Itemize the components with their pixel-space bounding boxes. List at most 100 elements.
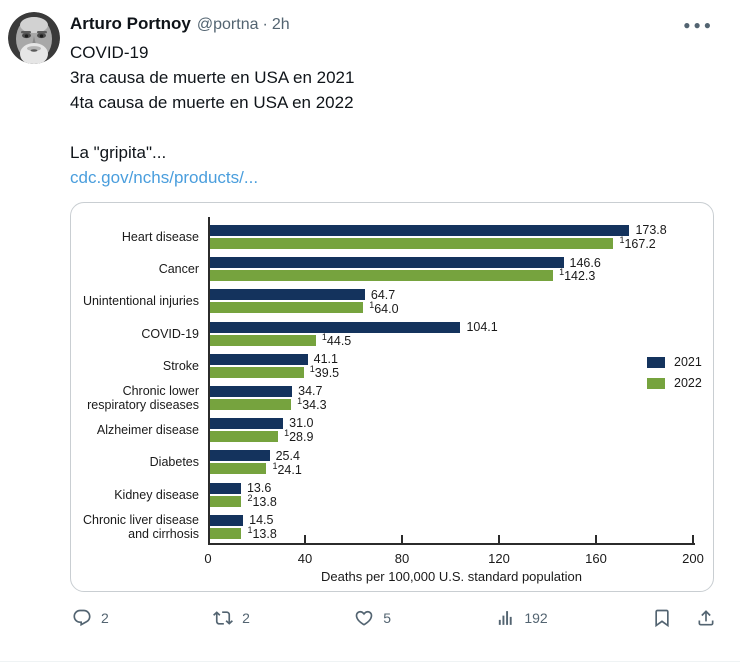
legend-swatch-2021 (647, 356, 665, 368)
chart-x-axis (208, 543, 695, 545)
bar-2021 (208, 514, 244, 526)
legend-swatch-2022 (647, 377, 665, 389)
bar-2021 (208, 386, 293, 398)
x-tick-label: 80 (394, 551, 410, 566)
bar-2022 (208, 463, 267, 475)
chart-category-row: Unintentional injuries 64.7 164.0 (71, 285, 713, 317)
meta-separator: · (262, 16, 268, 33)
value-label-2022: 128.9 (284, 428, 314, 445)
value-label-2022: 164.0 (369, 299, 399, 316)
post-link[interactable]: cdc.gov/nchs/products/... (70, 168, 259, 187)
value-label-2022: 113.8 (247, 524, 277, 542)
category-label: Alzheimer disease (96, 423, 199, 438)
bar-2022 (208, 270, 554, 282)
x-tick-label: 40 (297, 551, 313, 566)
x-tick (401, 535, 403, 543)
like-count: 5 (383, 610, 392, 626)
x-tick (304, 535, 306, 543)
category-bars: 146.6 1142.3 (208, 255, 693, 283)
post-text-line: COVID-19 (70, 43, 149, 62)
bar-2022 (208, 527, 242, 539)
bar-2022 (208, 366, 304, 378)
value-label-2022: 139.5 (309, 364, 340, 381)
chart-legend: 2021 2022 (647, 355, 702, 397)
footnote-marker: 1 (559, 267, 565, 278)
footnote-marker: 1 (321, 331, 327, 342)
chart-category-row: Cancer 146.6 1142.3 (71, 253, 713, 285)
category-bars: 13.6 213.8 (208, 480, 693, 508)
bar-2021 (208, 418, 284, 430)
blank-line (70, 115, 728, 140)
chart-category-row: Chronic lower respiratory diseases 34.7 13… (71, 382, 713, 414)
value-label-2021: 104.1 (466, 319, 498, 334)
bar-2021 (208, 225, 630, 237)
category-bars: 64.7 164.0 (208, 289, 693, 316)
x-tick (498, 535, 500, 543)
chart-media[interactable]: Heart disease 173.8 1167.2 Cancer 146.6 1142.… (70, 202, 714, 592)
author-handle[interactable]: @portna (196, 16, 259, 33)
category-label: Cancer (158, 262, 199, 277)
author-name[interactable]: Arturo Portnoy (70, 14, 191, 33)
category-bars: 41.1 139.5 (208, 352, 693, 381)
bookmark-button[interactable] (652, 608, 672, 628)
bar-2021 (208, 321, 461, 333)
legend-label: 2022 (674, 376, 702, 390)
bar-2021 (208, 482, 241, 494)
chart-category-row: Kidney disease 13.6 213.8 (71, 479, 713, 511)
category-label: Kidney disease (114, 487, 199, 502)
category-label: Stroke (162, 358, 199, 373)
views-button[interactable]: 192 (495, 608, 548, 628)
legend-label: 2021 (674, 355, 702, 369)
post-text-line: 4ta causa de muerte en USA en 2022 (70, 93, 354, 112)
reply-count: 2 (101, 610, 109, 626)
category-label: Chronic lower respiratory diseases (87, 384, 199, 413)
chart-category-row: Alzheimer disease 31.0 128.9 (71, 414, 713, 446)
post-body: COVID-19 3ra causa de muerte en USA en 2… (70, 40, 728, 190)
bar-2022 (208, 495, 242, 507)
footnote-marker: 1 (272, 460, 278, 471)
chart-category-row: Heart disease 173.8 1167.2 (71, 221, 713, 253)
value-label-2021: 13.6 (246, 480, 272, 495)
category-label: Chronic liver disease and cirrhosis (82, 512, 199, 541)
bookmark-icon (655, 609, 669, 628)
value-label-2021: 14.5 (249, 513, 274, 528)
reply-icon (73, 609, 91, 627)
footnote-marker: 1 (309, 364, 315, 375)
repost-button[interactable]: 2 (213, 608, 250, 628)
x-tick (692, 535, 694, 543)
avatar-portrait-image (8, 12, 60, 64)
footnote-marker: 1 (297, 396, 303, 407)
chart-plot: Heart disease 173.8 1167.2 Cancer 146.6 1142.… (71, 203, 713, 543)
category-label: Diabetes (149, 455, 199, 470)
share-button[interactable] (696, 608, 716, 628)
chart-x-axis-title: Deaths per 100,000 U.S. standard populat… (321, 569, 582, 584)
bar-2021 (208, 450, 270, 462)
value-label-2021: 146.6 (569, 255, 601, 270)
action-bar: 2 2 5 192 (72, 608, 716, 628)
post-timestamp: 2h (271, 16, 290, 33)
value-label-2021: 31.0 (289, 416, 314, 431)
more-button[interactable]: ●●● (683, 18, 714, 32)
category-label: Heart disease (121, 230, 199, 245)
bar-2021 (208, 289, 365, 301)
value-label-2021: 41.1 (313, 352, 338, 367)
category-bars: 34.7 134.3 (208, 384, 693, 413)
category-bars: 104.1 144.5 (208, 319, 693, 347)
value-label-2021: 173.8 (635, 223, 667, 238)
legend-item-2021: 2021 (647, 355, 702, 369)
value-label-2021: 34.7 (298, 384, 323, 399)
post-text-line: La "gripita"... (70, 143, 167, 162)
footnote-marker: 1 (619, 235, 625, 246)
views-icon (499, 611, 513, 625)
bar-2022 (208, 431, 279, 443)
bar-2021 (208, 257, 564, 269)
bar-2022 (208, 399, 292, 411)
reply-button[interactable]: 2 (72, 608, 109, 628)
chart-category-row: Stroke 41.1 139.5 (71, 350, 713, 382)
value-label-2022: 134.3 (297, 396, 327, 413)
chart-category-row: Diabetes 25.4 124.1 (71, 446, 713, 478)
category-bars: 14.5 113.8 (208, 513, 693, 542)
avatar[interactable] (8, 12, 60, 64)
like-button[interactable]: 5 (354, 608, 391, 628)
